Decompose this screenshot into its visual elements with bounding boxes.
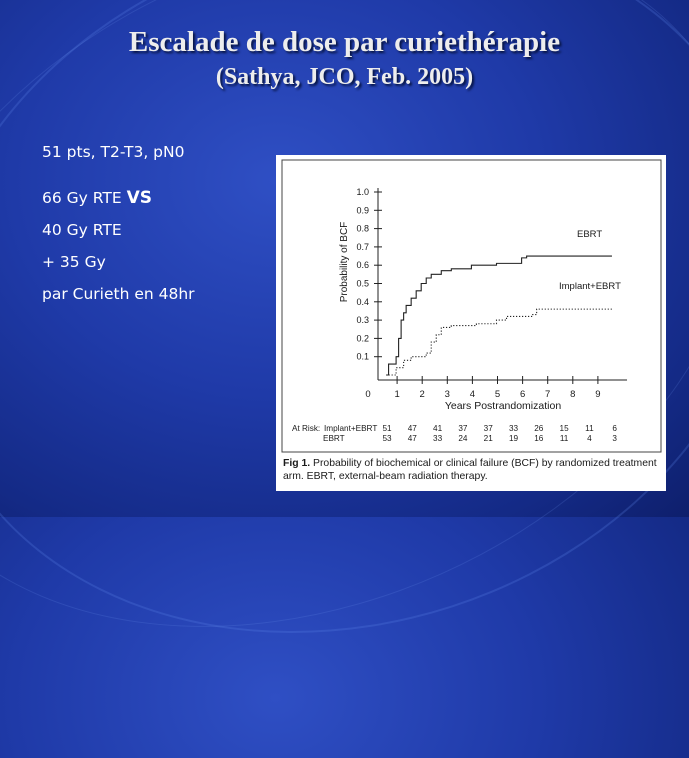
bullet-item: 66 Gy RTE VS <box>42 188 152 208</box>
x-tick-label: 0 <box>365 389 370 400</box>
x-tick-label: 6 <box>520 389 525 400</box>
at-risk-value: 37 <box>458 424 468 433</box>
series-label-ebrt: EBRT <box>577 229 602 240</box>
at-risk-value: 26 <box>534 424 544 433</box>
y-tick-label: 0.5 <box>356 279 369 289</box>
x-tick-label: 8 <box>570 389 575 400</box>
at-risk-value: 3 <box>612 434 617 443</box>
at-risk-value: 41 <box>433 424 443 433</box>
slide-subtitle: (Sathya, JCO, Feb. 2005) <box>215 64 474 90</box>
at-risk-value: 6 <box>612 424 617 433</box>
y-tick-label: 0.6 <box>356 260 369 270</box>
bullet-item: 51 pts, T2-T3, pN0 <box>42 143 185 161</box>
y-axis-label: Probability of BCF <box>339 222 350 303</box>
at-risk-value: 4 <box>587 434 592 443</box>
y-tick-label: 0.2 <box>356 333 369 343</box>
at-risk-value: 21 <box>484 434 494 443</box>
x-axis-label: Years Postrandomization <box>445 400 562 412</box>
bullet-item: 40 Gy RTE <box>42 221 122 239</box>
x-tick-label: 9 <box>595 389 600 400</box>
bullet-item: par Curieth en 48hr <box>42 285 195 303</box>
x-tick-label: 2 <box>420 389 425 400</box>
at-risk-value: 19 <box>509 434 519 443</box>
bcf-chart: 0.1 0.2 0.3 0.4 0.5 0.6 0.7 0.8 0.9 1.0 0 1 2 3 4 5 6 7 8 9… <box>281 159 662 453</box>
vs-emphasis: VS <box>126 188 152 208</box>
at-risk-value: 47 <box>408 434 418 443</box>
y-tick-label: 1.0 <box>356 187 369 197</box>
x-tick-label: 7 <box>545 389 550 400</box>
figure-panel: 0.1 0.2 0.3 0.4 0.5 0.6 0.7 0.8 0.9 1.0 0 1 2 3 4 5 6 7 8 9… <box>276 155 666 491</box>
y-tick-label: 0.1 <box>356 352 369 362</box>
at-risk-value: 15 <box>560 424 570 433</box>
at-risk-value: 11 <box>560 434 569 443</box>
y-tick-label: 0.7 <box>356 242 369 252</box>
y-tick-label: 0.4 <box>356 297 369 307</box>
slide-title: Escalade de dose par curiethérapie <box>128 26 561 58</box>
at-risk-value: 53 <box>382 434 392 443</box>
figure-frame <box>281 159 662 453</box>
x-tick-label: 4 <box>470 389 475 400</box>
bullet-item: + 35 Gy <box>42 253 106 271</box>
x-tick-label: 3 <box>445 389 450 400</box>
figure-caption: Fig 1. Probability of biochemical or cli… <box>283 457 663 483</box>
at-risk-value: 16 <box>534 434 544 443</box>
caption-label: Fig 1. <box>283 458 311 469</box>
at-risk-value: 47 <box>408 424 418 433</box>
at-risk-group-label: EBRT <box>323 434 345 443</box>
y-tick-label: 0.8 <box>356 224 369 234</box>
at-risk-value: 51 <box>382 424 392 433</box>
at-risk-value: 24 <box>458 434 468 443</box>
x-tick-label: 5 <box>495 389 500 400</box>
at-risk-group-label: Implant+EBRT <box>324 424 377 433</box>
caption-text: Probability of biochemical or clinical f… <box>283 458 657 482</box>
at-risk-value: 33 <box>509 424 519 433</box>
y-tick-label: 0.9 <box>356 205 369 215</box>
x-tick-label: 1 <box>394 389 399 400</box>
y-tick-label: 0.3 <box>356 315 369 325</box>
ebrt-curve <box>386 255 612 376</box>
at-risk-value: 33 <box>433 434 443 443</box>
at-risk-value: 37 <box>484 424 494 433</box>
at-risk-label: At Risk: <box>292 424 320 433</box>
at-risk-value: 11 <box>585 424 594 433</box>
implant-ebrt-curve <box>388 308 612 376</box>
series-label-implant: Implant+EBRT <box>559 281 621 292</box>
